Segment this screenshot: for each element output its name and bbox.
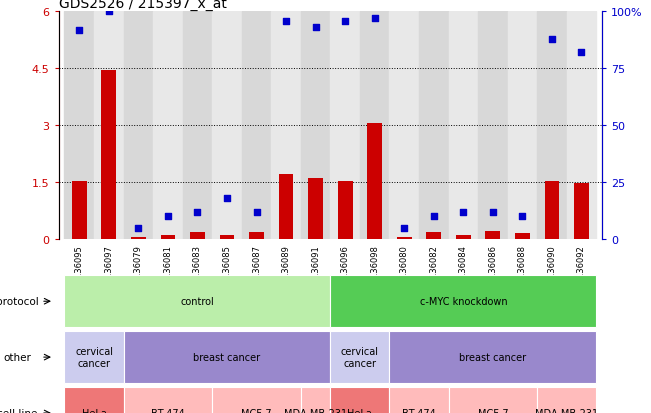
Bar [426, 233, 441, 240]
Point [163, 214, 173, 220]
FancyBboxPatch shape [64, 276, 330, 327]
Point [104, 9, 114, 16]
Text: c-MYC knockdown: c-MYC knockdown [419, 297, 507, 306]
Text: MDA-MB-231: MDA-MB-231 [284, 408, 347, 413]
FancyBboxPatch shape [330, 332, 389, 383]
Point [192, 209, 202, 216]
Bar [367, 124, 382, 240]
Bar [102, 71, 116, 240]
Bar [301, 12, 330, 240]
Bar [537, 12, 567, 240]
Text: breast cancer: breast cancer [460, 352, 527, 362]
Bar [419, 12, 449, 240]
FancyBboxPatch shape [389, 332, 596, 383]
Bar [360, 12, 389, 240]
Bar [397, 237, 411, 240]
Bar [486, 231, 500, 240]
Point [251, 209, 262, 216]
FancyBboxPatch shape [124, 332, 330, 383]
FancyBboxPatch shape [64, 332, 124, 383]
FancyBboxPatch shape [124, 387, 212, 413]
Text: MCF-7: MCF-7 [242, 408, 272, 413]
Point [74, 27, 85, 34]
Bar [478, 12, 508, 240]
Text: MCF-7: MCF-7 [478, 408, 508, 413]
Bar [124, 12, 153, 240]
FancyBboxPatch shape [212, 387, 301, 413]
Text: HeLa: HeLa [81, 408, 107, 413]
Bar [183, 12, 212, 240]
Point [222, 195, 232, 202]
Point [458, 209, 469, 216]
Bar [508, 12, 537, 240]
Point [399, 225, 409, 231]
Point [370, 16, 380, 23]
Point [576, 50, 587, 57]
Text: cell line: cell line [0, 408, 38, 413]
Bar [212, 12, 242, 240]
Bar [449, 12, 478, 240]
Bar [219, 235, 234, 240]
Point [428, 214, 439, 220]
Text: other: other [4, 352, 31, 362]
Bar [574, 183, 589, 240]
FancyBboxPatch shape [301, 387, 330, 413]
Bar [271, 12, 301, 240]
FancyBboxPatch shape [449, 387, 537, 413]
Text: breast cancer: breast cancer [193, 352, 260, 362]
FancyBboxPatch shape [389, 387, 449, 413]
Bar [545, 182, 559, 240]
Text: BT-474: BT-474 [402, 408, 436, 413]
Text: BT-474: BT-474 [151, 408, 185, 413]
FancyBboxPatch shape [64, 387, 124, 413]
Text: GDS2526 / 215397_x_at: GDS2526 / 215397_x_at [59, 0, 227, 12]
Text: cervical
cancer: cervical cancer [341, 347, 379, 368]
Bar [131, 237, 146, 240]
Text: MDA-MB-231: MDA-MB-231 [535, 408, 598, 413]
Text: control: control [180, 297, 214, 306]
Bar [456, 235, 471, 240]
Text: protocol: protocol [0, 297, 39, 306]
Point [133, 225, 144, 231]
Bar [242, 12, 271, 240]
Bar [338, 182, 353, 240]
FancyBboxPatch shape [537, 387, 596, 413]
Text: HeLa: HeLa [348, 408, 372, 413]
Bar [567, 12, 596, 240]
Bar [308, 178, 323, 240]
Bar [330, 12, 360, 240]
Point [517, 214, 527, 220]
Point [311, 25, 321, 32]
Bar [94, 12, 124, 240]
Bar [279, 174, 294, 240]
FancyBboxPatch shape [330, 276, 596, 327]
Bar [249, 233, 264, 240]
Bar [190, 233, 205, 240]
Bar [389, 12, 419, 240]
Bar [153, 12, 183, 240]
Bar [72, 182, 87, 240]
Point [281, 18, 291, 25]
Point [488, 209, 498, 216]
Point [340, 18, 350, 25]
Bar [515, 234, 530, 240]
FancyBboxPatch shape [330, 387, 389, 413]
Bar [161, 235, 175, 240]
Point [547, 36, 557, 43]
Text: cervical
cancer: cervical cancer [75, 347, 113, 368]
Bar [64, 12, 94, 240]
